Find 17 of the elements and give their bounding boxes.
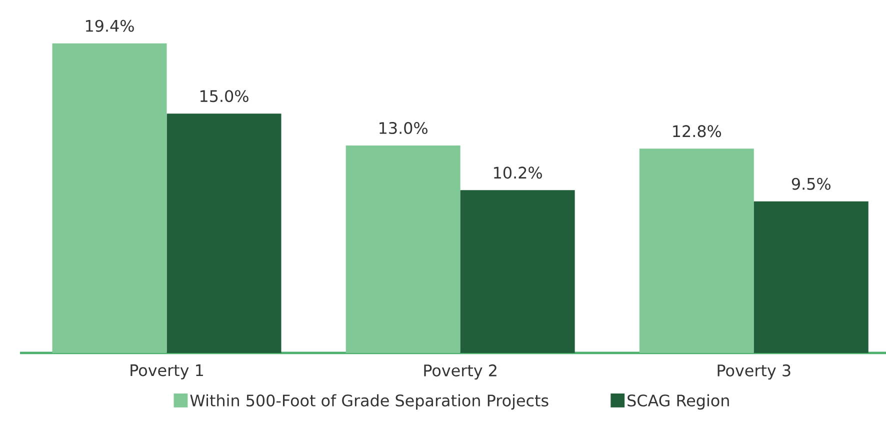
x-tick-label: Poverty 3 bbox=[718, 364, 790, 380]
legend-label: Within 500-Foot of Grade Separation Projects bbox=[190, 394, 548, 410]
data-label: 12.8% bbox=[673, 125, 722, 138]
data-label: 19.4% bbox=[86, 20, 134, 32]
bar bbox=[460, 190, 575, 354]
data-label: 9.5% bbox=[792, 178, 830, 190]
bar bbox=[346, 146, 460, 354]
data-label: 15.0% bbox=[200, 90, 248, 102]
bar bbox=[639, 148, 754, 354]
bar bbox=[166, 114, 282, 354]
x-tick-label: Poverty 2 bbox=[424, 364, 496, 380]
x-tick-label: Poverty 1 bbox=[130, 364, 203, 380]
data-label: 13.0% bbox=[380, 122, 428, 134]
data-label: 10.2% bbox=[494, 166, 542, 179]
legend-label: SCAG Region bbox=[628, 394, 729, 410]
bar bbox=[52, 44, 167, 354]
bar bbox=[754, 202, 868, 354]
